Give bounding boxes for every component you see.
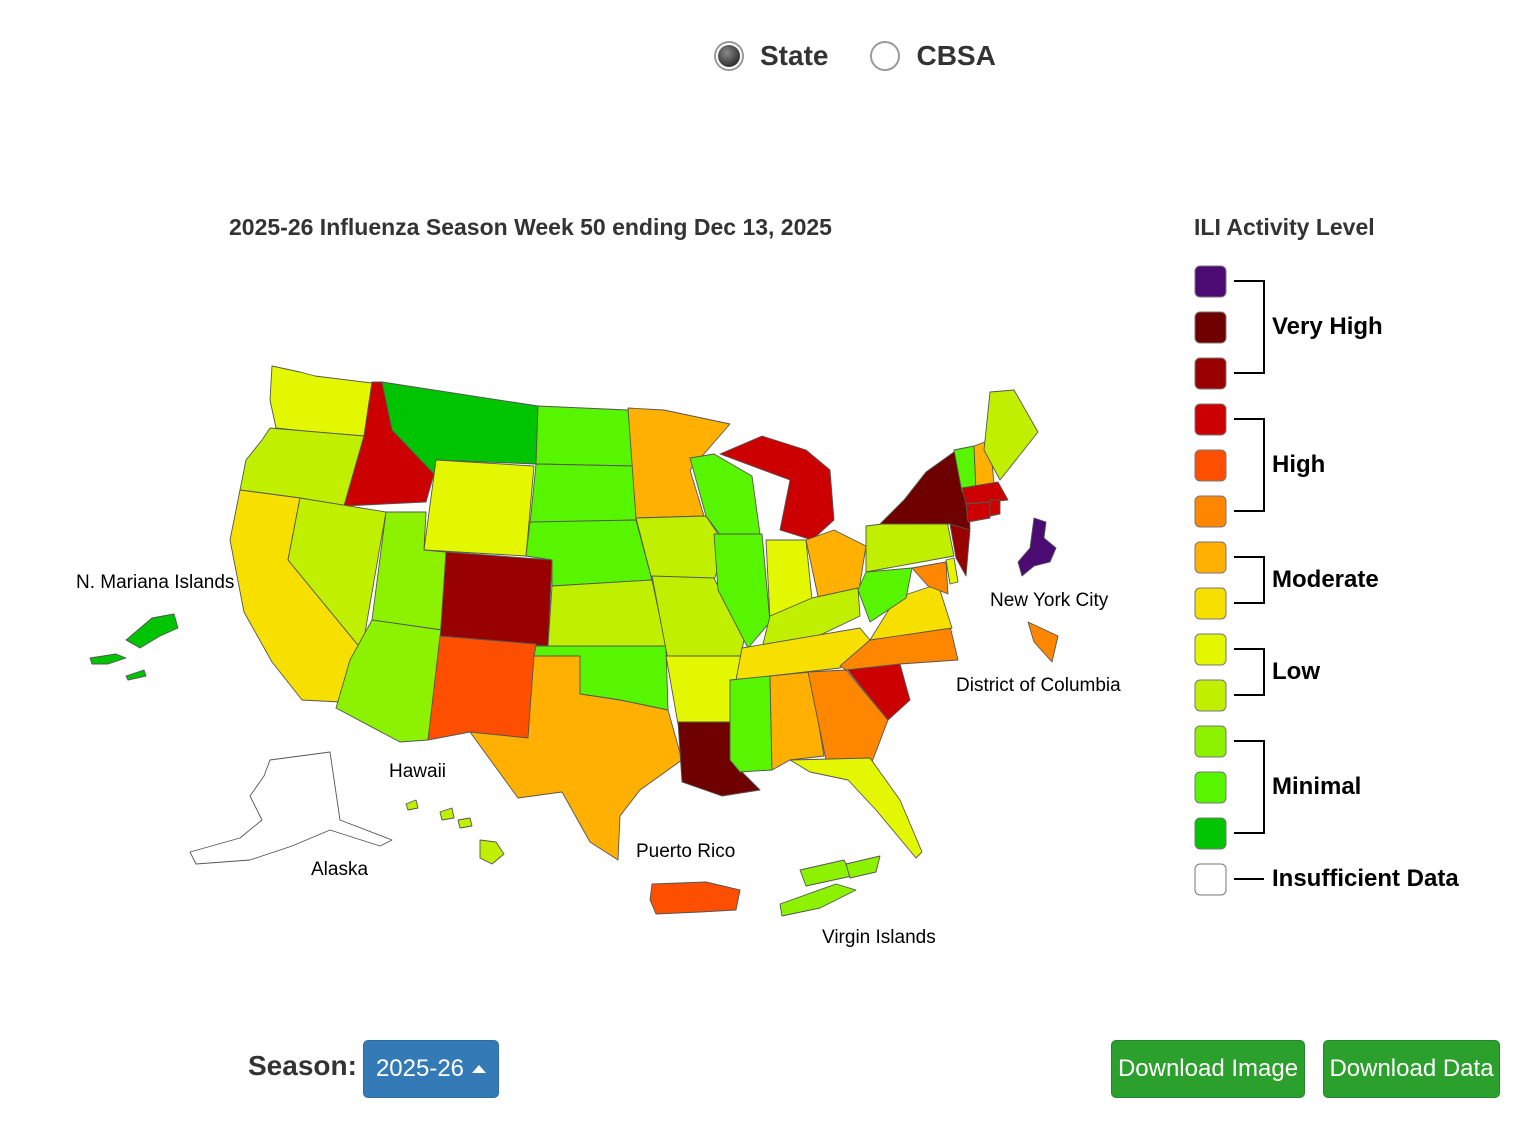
legend-swatch-level-13 xyxy=(1194,265,1227,298)
legend-swatch-level-6 xyxy=(1194,587,1227,620)
label-n-mariana-islands: N. Mariana Islands xyxy=(76,572,234,593)
state-delaware[interactable] xyxy=(945,557,959,585)
state-michigan[interactable] xyxy=(719,435,835,541)
legend-title: ILI Activity Level xyxy=(1194,214,1375,240)
label-district-of-columbia: District of Columbia xyxy=(956,675,1121,696)
state-new-jersey[interactable] xyxy=(949,523,971,577)
state-west-virginia[interactable] xyxy=(857,567,913,623)
inset-virgin-islands[interactable] xyxy=(779,855,881,917)
label-new-york-city: New York City xyxy=(990,590,1109,611)
state-illinois[interactable] xyxy=(713,533,771,649)
caret-up-icon xyxy=(472,1065,487,1073)
legend-swatch-level-10 xyxy=(1194,403,1227,436)
state-kansas[interactable] xyxy=(547,579,667,647)
state-wyoming[interactable] xyxy=(423,459,535,557)
legend-swatch-level-11 xyxy=(1194,357,1227,390)
state-connecticut[interactable] xyxy=(965,501,991,523)
radio-state-dot[interactable] xyxy=(714,41,744,71)
state-mississippi[interactable] xyxy=(729,675,773,773)
state-south-dakota[interactable] xyxy=(529,463,637,525)
label-alaska: Alaska xyxy=(311,859,368,880)
state-maryland[interactable] xyxy=(911,561,949,595)
state-new-mexico[interactable] xyxy=(427,635,537,741)
state-ohio[interactable] xyxy=(805,529,867,607)
radio-cbsa-dot[interactable] xyxy=(870,41,901,71)
legend-high: High xyxy=(1272,451,1326,478)
label-puerto-rico: Puerto Rico xyxy=(636,841,735,862)
view-toggle: State CBSA xyxy=(714,40,1038,72)
legend-swatch-level-5 xyxy=(1194,633,1227,666)
inset-district-of-columbia[interactable] xyxy=(1027,621,1059,663)
download-image-button[interactable]: Download Image xyxy=(1111,1040,1305,1098)
legend-minimal: Minimal xyxy=(1272,773,1362,800)
radio-cbsa[interactable]: CBSA xyxy=(870,40,996,72)
bracket-very-high xyxy=(1234,280,1265,374)
state-texas[interactable] xyxy=(469,655,683,861)
map-title: 2025-26 Influenza Season Week 50 ending … xyxy=(229,214,832,240)
legend-low: Low xyxy=(1272,658,1320,685)
season-value: 2025-26 xyxy=(375,1055,465,1082)
legend-swatches xyxy=(1194,265,1227,896)
legend-swatch-level-9 xyxy=(1194,449,1227,482)
inset-alaska[interactable] xyxy=(189,751,393,865)
state-maine[interactable] xyxy=(983,389,1039,481)
season-label: Season: xyxy=(248,1050,357,1081)
season-dropdown[interactable]: 2025-26 xyxy=(363,1040,499,1098)
inset-hawaii[interactable] xyxy=(405,799,505,865)
radio-state-label: State xyxy=(760,40,829,71)
bracket-moderate xyxy=(1234,556,1265,604)
legend-swatch-level-0 xyxy=(1194,863,1227,896)
radio-cbsa-label: CBSA xyxy=(916,40,996,71)
state-north-dakota[interactable] xyxy=(535,405,635,467)
inset-n-mariana-islands[interactable] xyxy=(89,613,179,681)
inset-new-york-city[interactable] xyxy=(1017,517,1057,577)
state-rhode-island[interactable] xyxy=(989,499,1001,517)
legend-swatch-level-3 xyxy=(1194,725,1227,758)
bracket-minimal xyxy=(1234,740,1265,834)
bracket-low xyxy=(1234,648,1265,696)
radio-state[interactable]: State xyxy=(714,40,828,72)
legend-brackets xyxy=(1234,280,1265,880)
legend-swatch-level-1 xyxy=(1194,817,1227,850)
state-iowa[interactable] xyxy=(635,515,727,581)
label-virgin-islands: Virgin Islands xyxy=(822,927,936,948)
state-alabama[interactable] xyxy=(769,671,825,771)
state-colorado[interactable] xyxy=(439,551,553,647)
state-massachusetts[interactable] xyxy=(961,481,1009,505)
legend-swatch-level-8 xyxy=(1194,495,1227,528)
download-data-button[interactable]: Download Data xyxy=(1323,1040,1500,1098)
state-florida[interactable] xyxy=(789,757,923,859)
bracket-high xyxy=(1234,418,1265,512)
legend-very-high: Very High xyxy=(1272,313,1383,340)
legend-swatch-level-4 xyxy=(1194,679,1227,712)
legend-swatch-level-7 xyxy=(1194,541,1227,574)
legend-insufficient-data: Insufficient Data xyxy=(1272,865,1459,892)
state-georgia[interactable] xyxy=(807,669,889,763)
state-washington[interactable] xyxy=(269,365,373,437)
label-hawaii: Hawaii xyxy=(389,761,446,782)
legend-swatch-level-12 xyxy=(1194,311,1227,344)
legend-swatch-level-2 xyxy=(1194,771,1227,804)
legend-moderate: Moderate xyxy=(1272,566,1379,593)
inset-puerto-rico[interactable] xyxy=(649,881,741,915)
